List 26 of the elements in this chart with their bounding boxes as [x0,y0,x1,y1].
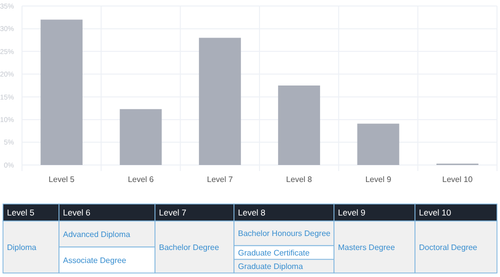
text: Doctoral Degree [419,242,478,252]
category-label: Level 9 [338,207,366,218]
bar [40,20,83,165]
text: Associate Degree [63,256,127,265]
category-label: Level 5 [7,207,35,218]
text: Bachelor Degree [159,242,220,252]
category-label: Level 8 [238,207,266,218]
category-label: Level 10 [419,207,452,218]
x-tick-label: Level 6 [128,175,154,184]
x-tick-label: Level 8 [286,175,313,184]
text: Graduate Certificate [238,248,310,258]
x-tick-label: Level 5 [48,175,76,184]
text: Masters Degree [338,242,396,252]
x-tick-label: Level 9 [365,175,392,184]
bar [278,86,320,165]
text: Advanced Diploma [63,230,131,239]
text: Bachelor Honours Degree [238,229,332,238]
category-label: Level 6 [63,207,91,218]
x-tick-label: Level 7 [207,175,234,184]
bar [357,124,400,165]
text: Diploma [7,242,37,252]
x-tick-label: Level 10 [442,175,474,184]
text: Graduate Diploma [238,262,304,271]
category-label: Level 7 [159,207,187,218]
bar [198,38,241,165]
bar [120,109,162,165]
